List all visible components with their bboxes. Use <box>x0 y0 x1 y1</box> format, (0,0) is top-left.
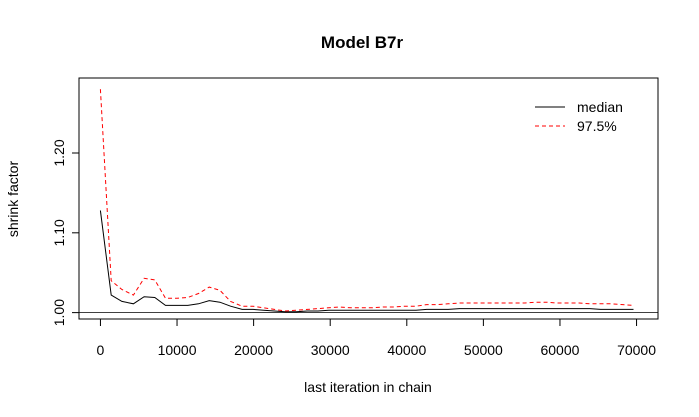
x-axis: 0 10000 20000 30000 40000 50000 60000 70000 <box>97 318 656 358</box>
series-line-median <box>99 210 634 313</box>
y-axis-label: shrink factor <box>5 161 21 238</box>
x-tick-label: 40000 <box>387 342 426 358</box>
chart-title: Model B7r <box>321 33 404 52</box>
x-axis-label: last iteration in chain <box>304 379 432 395</box>
y-axis: 1.00 1.10 1.20 <box>51 139 80 326</box>
x-tick-label: 60000 <box>540 342 579 358</box>
x-tick-label: 30000 <box>311 342 350 358</box>
x-tick-label: 70000 <box>617 342 656 358</box>
x-tick-label: 20000 <box>234 342 273 358</box>
y-tick-label: 1.10 <box>51 219 67 246</box>
series-layer <box>99 89 634 313</box>
y-tick-label: 1.00 <box>51 299 67 326</box>
x-tick-label: 50000 <box>464 342 503 358</box>
legend-label: 97.5% <box>577 118 617 134</box>
y-tick-label: 1.20 <box>51 139 67 166</box>
legend-label: median <box>577 99 623 115</box>
plot-frame <box>78 77 659 320</box>
x-tick-label: 10000 <box>158 342 197 358</box>
series-line-upper-97-5 <box>99 89 634 312</box>
x-tick-label: 0 <box>97 342 105 358</box>
legend: median 97.5% <box>535 99 623 134</box>
